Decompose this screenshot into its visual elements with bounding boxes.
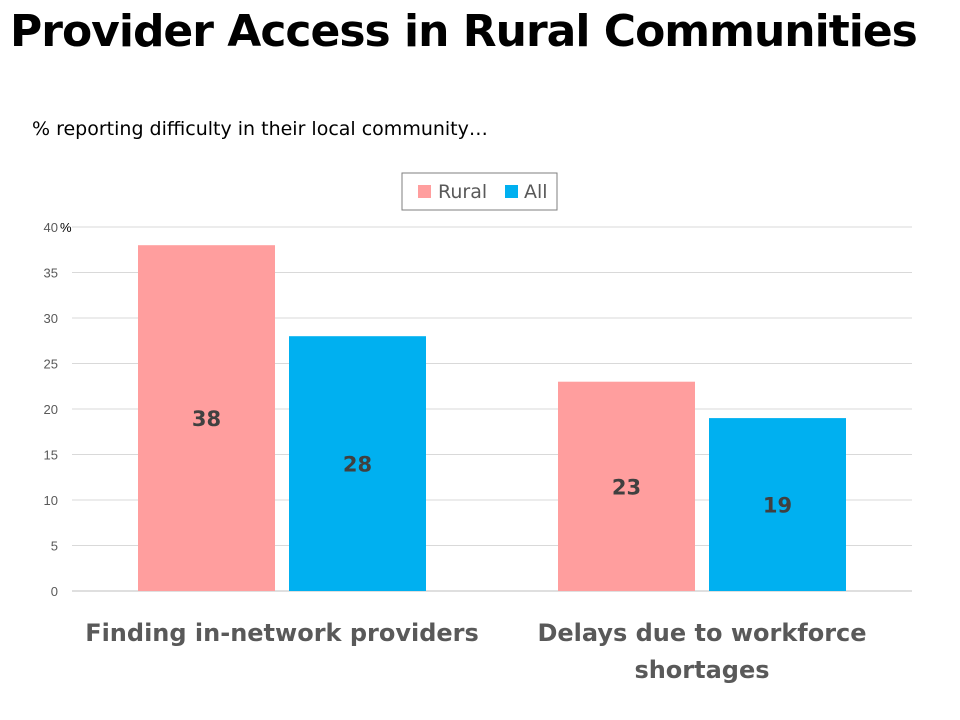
y-tick-label: 25 (44, 357, 58, 372)
y-tick-label: 15 (44, 448, 58, 463)
y-unit-label: % (60, 220, 72, 235)
data-label: 19 (763, 494, 792, 518)
bar-rural-0 (138, 245, 275, 591)
legend-label-rural: Rural (438, 181, 487, 203)
category-label: Delays due to workforce (537, 619, 866, 647)
legend-swatch-rural (418, 185, 431, 198)
chart-subtitle: % reporting difficulty in their local co… (32, 118, 488, 140)
y-tick-label: 30 (44, 311, 58, 326)
y-tick-label: 5 (51, 539, 58, 554)
y-tick-label: 0 (51, 584, 58, 599)
data-label: 28 (343, 453, 372, 477)
legend: Rural All (401, 172, 558, 211)
category-label: Finding in-network providers (85, 619, 479, 647)
y-tick-label: 35 (44, 266, 58, 281)
bar-rural-1 (558, 381, 695, 591)
x-axis: Finding in-network providers Delays due t… (85, 619, 866, 684)
legend-swatch-all (505, 185, 518, 198)
y-axis: 0 5 10 15 20 25 30 35 40% (44, 220, 72, 599)
slide-title: Provider Access in Rural Communities (10, 6, 918, 57)
bar-all-1 (709, 418, 846, 591)
bar-all-0 (289, 336, 426, 591)
bars (138, 245, 846, 591)
legend-label-all: All (524, 181, 548, 203)
y-tick-label: 40 (44, 220, 58, 235)
data-label: 38 (192, 407, 221, 431)
y-tick-label: 10 (44, 493, 58, 508)
y-tick-label: 20 (44, 402, 58, 417)
data-label: 23 (612, 475, 641, 499)
data-labels: 38 28 23 19 (192, 407, 792, 517)
category-label: shortages (634, 656, 769, 684)
